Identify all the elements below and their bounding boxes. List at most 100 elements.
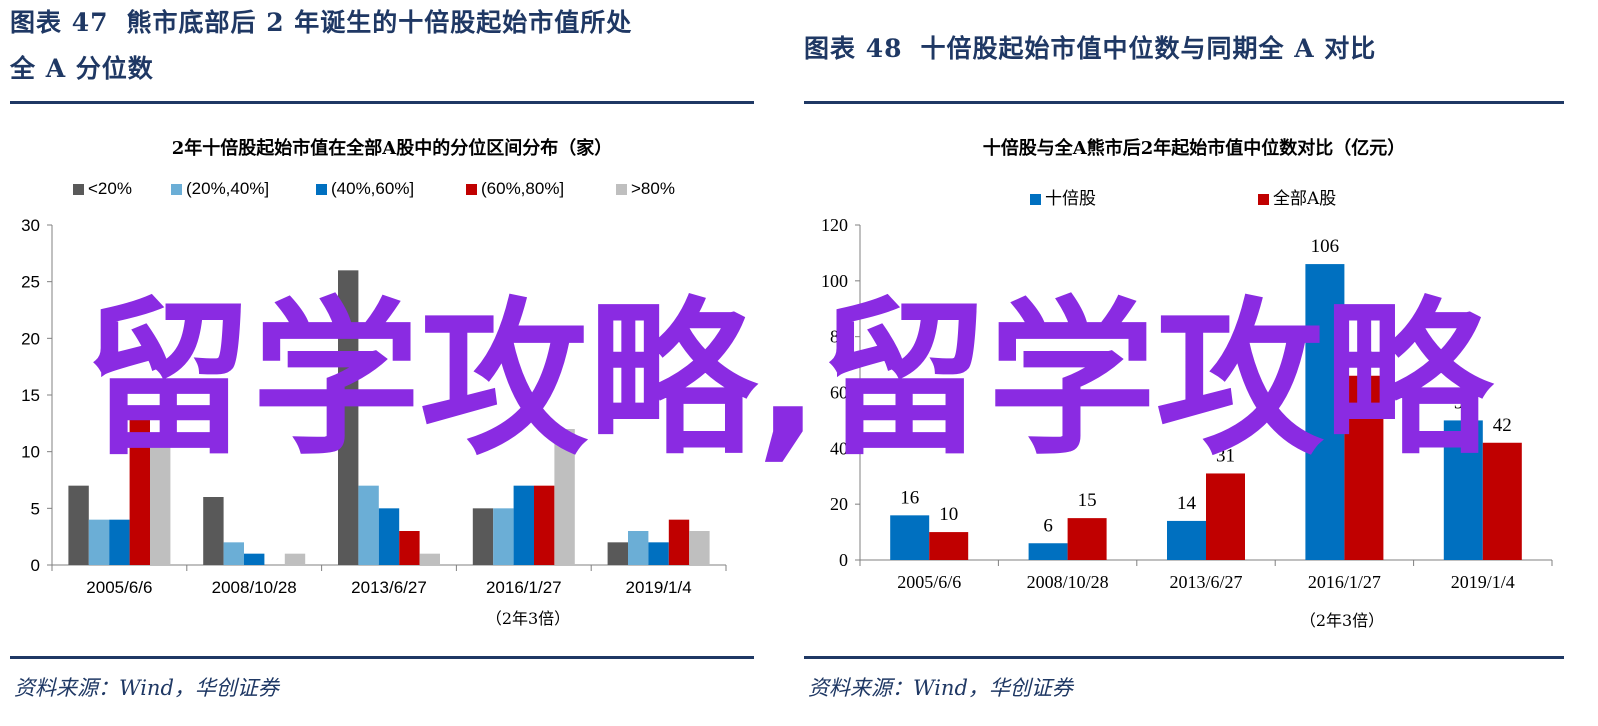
y-tick-label: 60: [830, 383, 848, 403]
legend-swatch-1: [1258, 194, 1269, 205]
bar-(40%,60%]-2005/6/6: [109, 519, 130, 565]
data-label: 106: [1311, 236, 1340, 257]
bar->80%-2008/10/28: [284, 553, 306, 565]
legend-swatch-0: [1030, 194, 1041, 205]
bar-(20%,40%]-2013/6/27: [358, 485, 379, 565]
bar-(20%,40%]-2005/6/6: [88, 519, 110, 565]
right-figure-panel: 图表 48 十倍股起始市值中位数与同期全 A 对比 十倍股与全A熊市后2年起始市值…: [794, 0, 1594, 726]
bar-(40%,60%]-2016/1/27: [513, 485, 534, 565]
bar->80%-2019/1/4: [689, 531, 710, 565]
data-label: 31: [1216, 445, 1235, 466]
bar-(40%,60%]-2008/10/28: [244, 553, 265, 565]
bar-(20%,40%]-2019/1/4: [628, 531, 649, 565]
y-tick-label: 20: [830, 494, 848, 514]
bar-<20%-2016/1/27: [472, 508, 494, 565]
bar-(40%,60%]-2013/6/27: [378, 508, 400, 565]
right-figure-number: 图表 48: [804, 34, 903, 63]
x-tick-label: 2016/1/27: [486, 578, 562, 597]
left-bar-chart: 2年十倍股起始市值在全部A股中的分位区间分布（家） <20% (20%,40%] (4…: [21, 137, 727, 628]
data-label: 10: [939, 504, 958, 525]
legend-swatch-3: [466, 184, 477, 195]
legend-swatch-1: [171, 184, 182, 195]
bar-(60%,80%]-2016/1/27: [534, 485, 555, 565]
legend-label-0: <20%: [88, 179, 132, 198]
bar-十倍股-2019/1/4: [1443, 420, 1483, 560]
legend-swatch-0: [73, 184, 84, 195]
chart-title: 2年十倍股起始市值在全部A股中的分位区间分布（家）: [172, 137, 613, 159]
x-tick-label: 2008/10/28: [1027, 572, 1109, 592]
x-tick-label: 2019/1/4: [1451, 572, 1515, 592]
bar-(60%,80%]-2005/6/6: [129, 417, 150, 565]
bar-全部A股-2008/10/28: [1067, 518, 1107, 560]
left-figure-number: 图表 47: [10, 8, 109, 37]
y-tick-label: 0: [31, 556, 40, 575]
left-top-rule: [10, 101, 754, 104]
bar-全部A股-2019/1/4: [1482, 442, 1522, 560]
y-tick-label: 20: [21, 329, 40, 348]
x-tick-label: 2013/6/27: [351, 578, 427, 597]
legend-label-2: (40%,60%]: [331, 179, 414, 198]
data-label: 15: [1078, 490, 1097, 511]
right-figure-caption: 十倍股起始市值中位数与同期全 A 对比: [920, 34, 1377, 63]
bar-(40%,60%]-2019/1/4: [648, 542, 669, 565]
bar-(60%,80%]-2013/6/27: [399, 531, 420, 565]
bar-十倍股-2016/1/27: [1305, 264, 1345, 560]
bar-全部A股-2005/6/6: [929, 532, 969, 560]
legend-label-1: (20%,40%]: [186, 179, 269, 198]
data-label: 66: [1354, 348, 1373, 369]
right-bar-chart: 十倍股与全A熊市后2年起始市值中位数对比（亿元） 十倍股 全部A股 0 20 40 60 80…: [821, 137, 1553, 630]
right-figure-title: 图表 48 十倍股起始市值中位数与同期全 A 对比: [804, 28, 1376, 70]
data-label: 14: [1177, 493, 1197, 514]
bar->80%-2005/6/6: [150, 440, 171, 565]
data-label: 6: [1043, 515, 1053, 536]
x-axis-note: （2年3倍）: [486, 609, 570, 628]
bar-十倍股-2005/6/6: [890, 515, 930, 560]
bar-<20%-2008/10/28: [203, 497, 224, 565]
x-tick-label: 2008/10/28: [212, 578, 297, 597]
left-figure-panel: 图表 47 熊市底部后 2 年诞生的十倍股起始市值所处 全 A 分位数 2年十倍股…: [0, 0, 780, 726]
left-figure-title-line2: 全 A 分位数: [10, 54, 154, 83]
left-bottom-rule: [10, 656, 754, 659]
bar-(20%,40%]-2016/1/27: [493, 508, 514, 565]
left-source-note: 资料来源：Wind，华创证券: [14, 676, 279, 700]
bar-全部A股-2013/6/27: [1206, 473, 1245, 560]
legend-label-3: (60%,80%]: [481, 179, 564, 198]
y-tick-label: 120: [821, 215, 848, 235]
x-tick-label: 2016/1/27: [1308, 572, 1381, 592]
x-tick-label: 2005/6/6: [897, 572, 961, 592]
y-tick-label: 25: [21, 273, 40, 292]
y-tick-label: 10: [21, 443, 40, 462]
y-tick-label: 30: [21, 216, 40, 235]
legend-label-0: 十倍股: [1045, 189, 1096, 209]
x-tick-label: 2019/1/4: [626, 578, 692, 597]
bar-十倍股-2013/6/27: [1167, 520, 1206, 560]
bar-<20%-2013/6/27: [338, 270, 359, 565]
x-tick-label: 2013/6/27: [1169, 572, 1242, 592]
chart-title: 十倍股与全A熊市后2年起始市值中位数对比（亿元）: [983, 137, 1406, 159]
left-figure-title-line1: 图表 47 熊市底部后 2 年诞生的十倍股起始市值所处: [10, 2, 632, 44]
bar-十倍股-2008/10/28: [1028, 543, 1068, 560]
bar-(20%,40%]-2008/10/28: [223, 542, 244, 565]
x-tick-label: 2005/6/6: [86, 578, 152, 597]
y-tick-label: 40: [830, 438, 848, 458]
y-tick-label: 5: [31, 499, 40, 518]
legend-swatch-4: [616, 184, 627, 195]
bar-<20%-2019/1/4: [607, 542, 628, 565]
legend-label-1: 全部A股: [1273, 189, 1336, 209]
right-top-rule: [804, 101, 1564, 104]
bar->80%-2016/1/27: [554, 429, 575, 565]
bar-<20%-2005/6/6: [68, 485, 89, 565]
bar-(60%,80%]-2019/1/4: [668, 519, 690, 565]
y-tick-label: 0: [839, 550, 848, 570]
data-label: 42: [1493, 415, 1512, 436]
y-tick-label: 80: [830, 327, 848, 347]
right-source-note: 资料来源：Wind，华创证券: [808, 676, 1073, 700]
left-figure-caption: 熊市底部后 2 年诞生的十倍股起始市值所处: [126, 8, 633, 37]
data-label: 50: [1454, 392, 1473, 413]
legend-label-4: >80%: [631, 179, 675, 198]
bar->80%-2013/6/27: [419, 553, 440, 565]
y-tick-label: 100: [821, 271, 848, 291]
data-label: 16: [900, 487, 919, 508]
right-bottom-rule: [804, 656, 1564, 659]
bar-全部A股-2016/1/27: [1344, 375, 1384, 560]
